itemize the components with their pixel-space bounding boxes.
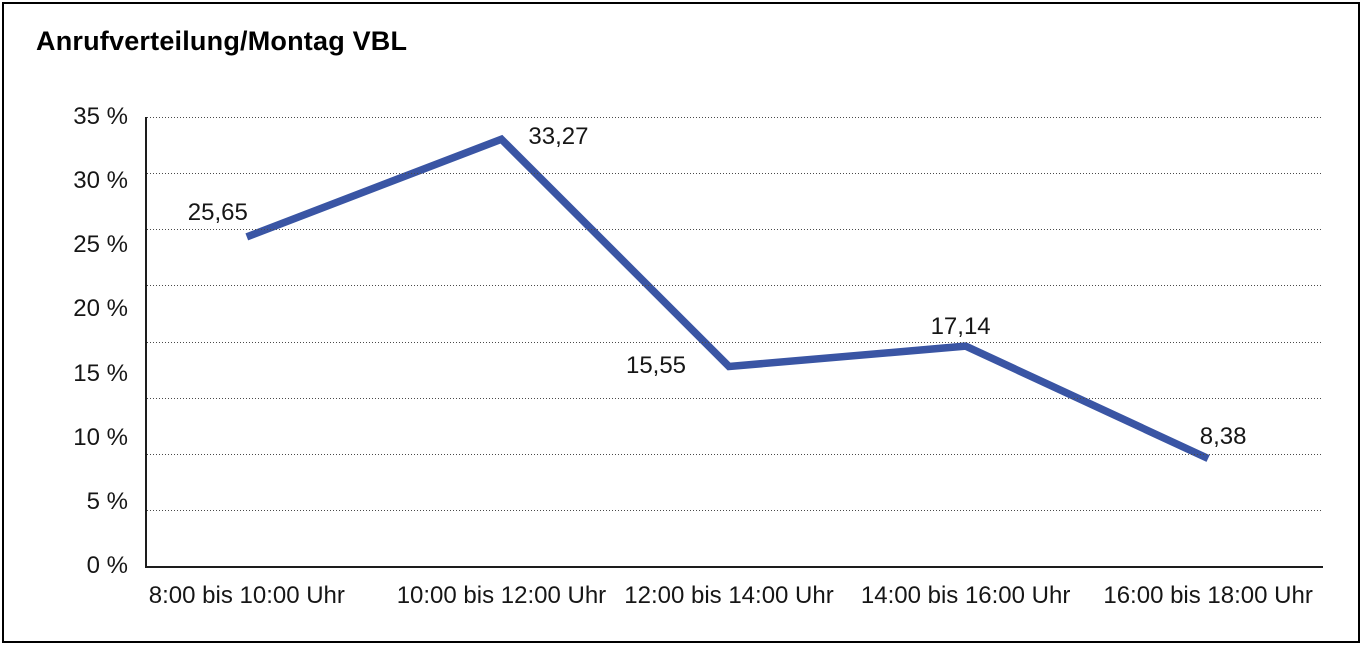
y-tick-label: 25 % bbox=[73, 231, 128, 259]
y-tick-label: 0 % bbox=[86, 552, 128, 579]
data-point-label: 33,27 bbox=[528, 123, 589, 151]
x-tick-label: 10:00 bis 12:00 Uhr bbox=[396, 582, 607, 609]
y-tick-label: 20 % bbox=[73, 295, 128, 323]
y-tick-label: 5 % bbox=[86, 487, 128, 515]
x-tick-label: 16:00 bis 18:00 Uhr bbox=[1103, 582, 1313, 609]
data-point-label: 25,65 bbox=[187, 198, 248, 226]
y-tick-label: 15 % bbox=[73, 359, 128, 387]
y-tick-label: 30 % bbox=[73, 167, 128, 195]
x-tick-label: 12:00 bis 14:00 Uhr bbox=[624, 582, 834, 609]
gridline bbox=[147, 117, 1323, 118]
line-series-svg bbox=[245, 134, 1210, 462]
chart-title: Anrufverteilung/Montag VBL bbox=[36, 26, 408, 56]
plot-area bbox=[145, 117, 1323, 568]
gridline bbox=[147, 173, 1323, 175]
y-tick-label: 10 % bbox=[73, 423, 128, 451]
gridline bbox=[147, 285, 1323, 287]
gridline bbox=[147, 509, 1323, 511]
data-point-label: 17,14 bbox=[930, 313, 991, 341]
data-point-label: 8,38 bbox=[1199, 423, 1247, 451]
data-point-label: 15,55 bbox=[625, 351, 687, 379]
x-tick-label: 8:00 bis 10:00 Uhr bbox=[148, 582, 345, 609]
gridline bbox=[147, 397, 1323, 399]
line-series bbox=[245, 134, 1210, 462]
gridline bbox=[147, 229, 1323, 231]
gridline bbox=[147, 341, 1323, 343]
y-tick-label: 35 % bbox=[73, 103, 128, 130]
gridline bbox=[147, 453, 1323, 455]
x-tick-label: 14:00 bis 16:00 Uhr bbox=[860, 582, 1071, 609]
